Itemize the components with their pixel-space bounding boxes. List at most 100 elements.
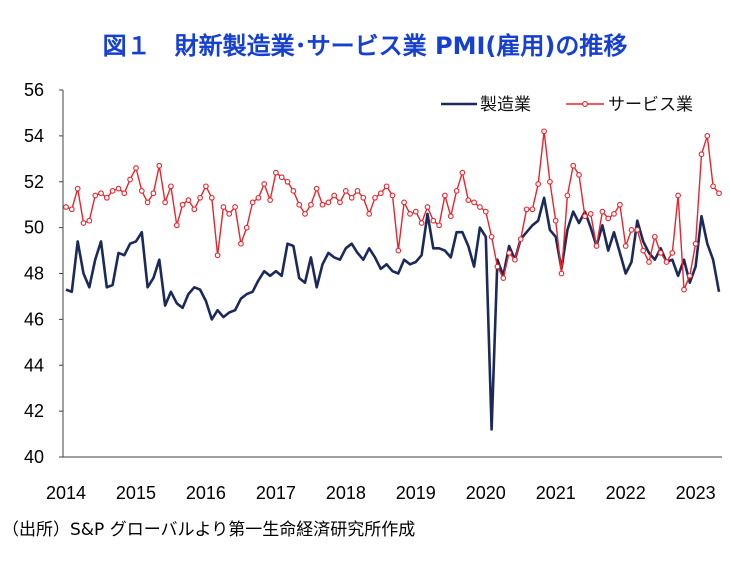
services-point — [675, 192, 681, 199]
services-point — [669, 250, 676, 256]
services-point — [646, 259, 652, 265]
services-point — [337, 199, 343, 206]
services-point — [506, 250, 512, 256]
services-point — [611, 211, 617, 217]
services-point — [313, 185, 320, 192]
x-tick-label: 2017 — [256, 483, 296, 503]
services-point — [552, 217, 559, 224]
services-point — [121, 190, 128, 197]
services-point — [360, 194, 367, 201]
services-point — [587, 211, 594, 217]
services-point — [488, 233, 495, 240]
services-point — [558, 270, 565, 277]
services-point — [325, 199, 332, 206]
services-point — [302, 211, 308, 217]
services-point — [617, 201, 623, 208]
services-point — [442, 192, 448, 199]
services-point — [681, 286, 687, 293]
services-point — [220, 204, 227, 210]
x-tick-label: 2015 — [116, 483, 156, 503]
x-tick-label: 2014 — [46, 483, 86, 503]
services-point — [133, 165, 139, 171]
services-point — [273, 169, 279, 176]
services-point — [261, 181, 268, 187]
x-tick-label: 2016 — [186, 483, 226, 503]
services-point — [243, 224, 250, 231]
services-point — [523, 206, 530, 213]
services-point — [168, 183, 174, 190]
services-point — [377, 190, 384, 197]
services-point — [482, 208, 489, 215]
services-point — [372, 194, 378, 201]
services-point — [418, 220, 425, 226]
x-tick-label: 2021 — [536, 483, 576, 503]
services-point — [494, 263, 501, 270]
services-point — [127, 176, 133, 183]
services-point — [232, 204, 238, 210]
services-point — [692, 240, 699, 247]
services-point — [535, 181, 542, 187]
services-point — [191, 206, 198, 213]
services-point — [453, 188, 460, 194]
y-tick-label: 54 — [24, 126, 44, 146]
y-axis-ticks: 40 42 44 46 48 50 52 54 56 — [24, 80, 63, 467]
services-point — [651, 233, 658, 240]
services-point — [564, 192, 571, 199]
services-point — [541, 128, 547, 135]
services-point — [477, 204, 483, 210]
services-point — [267, 197, 273, 203]
services-point — [109, 188, 116, 194]
services-point — [208, 194, 215, 201]
services-point — [226, 211, 233, 217]
services-point — [284, 178, 291, 185]
y-tick-label: 50 — [24, 218, 44, 238]
x-tick-label: 2019 — [396, 483, 436, 503]
services-point — [657, 250, 664, 256]
services-point — [704, 133, 711, 139]
services-point — [412, 208, 419, 215]
services-point — [238, 240, 244, 247]
services-point — [319, 201, 326, 208]
services-point — [570, 162, 577, 169]
services-point — [342, 188, 349, 194]
services-point — [663, 259, 670, 265]
services-point — [517, 236, 524, 242]
services-point — [471, 199, 477, 206]
services-point — [185, 197, 192, 203]
x-tick-label: 2023 — [676, 483, 716, 503]
services-point — [686, 272, 693, 279]
legend-manufacturing-label: 製造業 — [480, 95, 531, 115]
services-point — [407, 211, 413, 217]
source-note: （出所）S&P グローバルより第一生命経済研究所作成 — [2, 520, 416, 540]
services-point — [582, 213, 588, 220]
services-point — [86, 217, 93, 224]
x-tick-label: 2020 — [466, 483, 506, 503]
manufacturing-line — [65, 196, 721, 431]
services-point — [424, 204, 431, 210]
services-point — [547, 178, 553, 185]
services-point — [500, 275, 507, 281]
services-point — [331, 192, 338, 199]
services-point — [389, 192, 396, 199]
services-point — [296, 201, 303, 208]
services-point — [156, 162, 163, 169]
services-point — [197, 194, 203, 201]
services-point — [103, 194, 110, 201]
services-point — [249, 199, 256, 206]
services-point — [401, 199, 407, 206]
x-tick-label: 2018 — [326, 483, 366, 503]
services-point — [74, 185, 81, 192]
services-line — [65, 130, 720, 291]
services-point — [162, 199, 168, 206]
plot-series — [63, 128, 722, 431]
services-point — [366, 211, 373, 217]
services-point — [459, 169, 466, 176]
services-point — [179, 201, 186, 208]
services-point — [599, 208, 606, 215]
services-point — [447, 213, 454, 220]
services-point — [308, 201, 314, 208]
services-point — [115, 185, 122, 192]
services-point — [150, 190, 157, 197]
